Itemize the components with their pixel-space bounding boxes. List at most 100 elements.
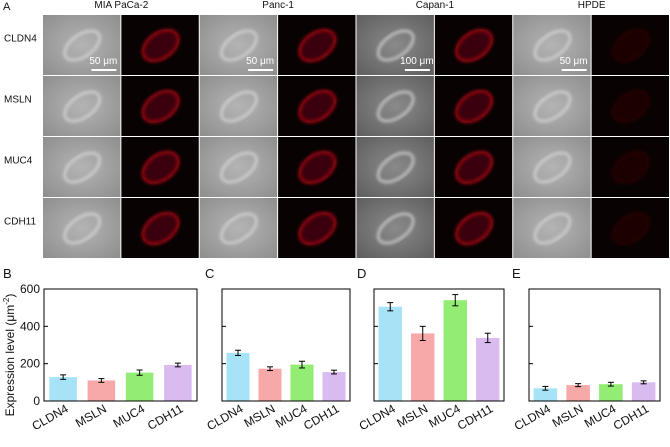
cell-signal [298,150,337,185]
cell [377,212,415,245]
bar [411,333,435,401]
cell-signal [455,150,494,185]
micrographs: MIA PaCa-2 50 μm Panc-1 50 μm Capan-1 100 μm H… [4,0,669,258]
x-tick-label: CDH11 [611,401,652,433]
cell-signal [455,89,494,124]
cell-signal [611,89,650,124]
bar [87,380,116,401]
brightfield-image [356,137,434,197]
cell-signal [141,28,180,63]
cell [220,90,258,123]
brightfield-image [356,76,434,136]
cell-signal [298,28,337,63]
cell-signal [455,211,494,246]
panel-label: A [3,1,11,13]
cell [377,90,415,123]
cell [533,151,571,184]
cell [63,29,101,62]
bar [631,382,656,401]
y-tick-label: 0 [33,394,40,408]
brightfield-image [513,76,591,136]
column-header: HPDE [578,0,606,11]
x-tick-label: CLDN4 [204,401,245,433]
row-label: CLDN4 [4,34,37,45]
bar [599,384,623,401]
x-tick-label: MUC4 [111,401,148,430]
cell-signal [141,211,180,246]
brightfield-image [513,15,591,75]
plot-frame [43,288,198,402]
cell-signal [455,28,494,63]
bar [378,306,402,401]
cell [63,212,101,245]
brightfield-image [43,198,121,258]
x-tick-label: CLDN4 [357,401,398,433]
panel-label: D [357,266,366,281]
column-header: Panc-1 [262,0,294,11]
brightfield-image [199,198,278,258]
cell [220,29,258,62]
y-axis-label-sup: -2 [2,297,11,305]
y-axis-label: Expression level (μm-2) [2,294,17,417]
cell [533,29,571,62]
bar [566,385,590,401]
brightfield-image [356,15,434,75]
bar [125,372,154,401]
column-header: Capan-1 [416,0,455,11]
plot-frame [221,288,351,402]
cell [220,151,258,184]
brightfield-image [199,76,278,136]
row-label: CDH11 [4,217,36,228]
bar [258,368,282,401]
bar [226,352,250,401]
x-tick-label: CDH11 [301,401,342,433]
x-tick-label: MSLN [73,401,109,430]
bar [443,300,467,401]
brightfield-image [199,137,278,197]
x-tick-label: MSLN [550,401,586,430]
cell [377,29,415,62]
bar [164,364,192,401]
bar [322,372,346,401]
bar [49,377,77,401]
panel-label: C [205,266,214,281]
plot-frame [373,288,505,402]
brightfield-image [513,137,591,197]
scale-bar-label: 100 μm [400,56,434,67]
brightfield-image [356,198,434,258]
scale-bar-label: 50 μm [246,56,274,67]
cell-signal [611,150,650,185]
y-axis-label-text: Expression level (μm [3,305,17,417]
x-tick-label: CDH11 [455,401,496,433]
y-tick-label: 200 [20,357,40,371]
cell [220,212,258,245]
cell [63,90,101,123]
row-label: MUC4 [4,156,33,167]
brightfield-image [43,76,121,136]
x-tick-label: MSLN [394,401,430,430]
cell-signal [611,211,650,246]
scale-bar-label: 50 μm [560,56,588,67]
cell [377,151,415,184]
cell-signal [611,28,650,63]
x-tick-label: CLDN4 [512,401,553,433]
panel-label: E [512,266,521,281]
cell [533,90,571,123]
brightfield-image [43,137,121,197]
bar [476,337,500,401]
x-tick-label: CDH11 [145,401,186,433]
cell [533,212,571,245]
panel-label: B [3,266,12,281]
cell-signal [298,89,337,124]
cell-signal [141,89,180,124]
column-header: MIA PaCa-2 [94,0,148,11]
brightfield-image [199,15,278,75]
y-axis-label-end: ) [3,294,17,298]
scale-bar-label: 50 μm [89,56,117,67]
cell-signal [141,150,180,185]
bar [533,388,558,401]
plot-frame [528,288,661,402]
row-label: MSLN [4,95,32,106]
